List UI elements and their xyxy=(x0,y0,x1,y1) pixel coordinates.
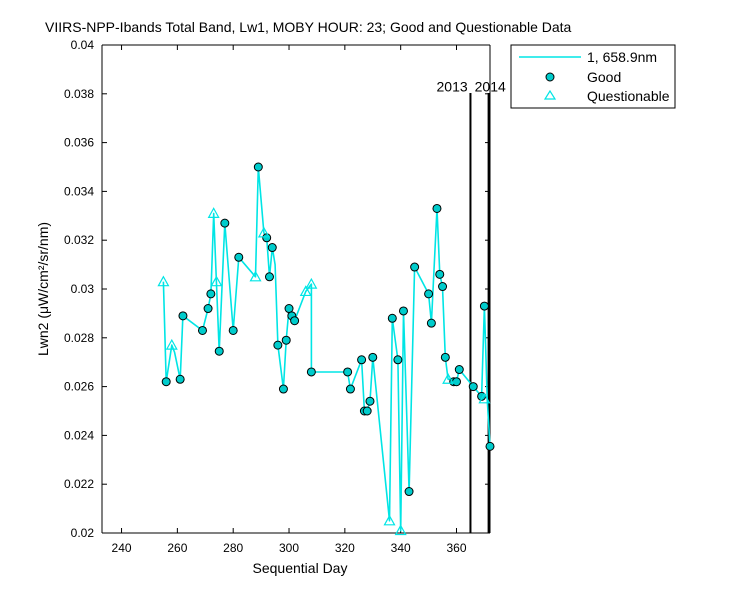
good-point xyxy=(197,325,207,335)
x-tick-label: 300 xyxy=(279,541,299,555)
good-point xyxy=(424,289,434,299)
legend-label-line: 1, 658.9nm xyxy=(587,49,657,65)
good-point xyxy=(426,318,436,328)
plot-area xyxy=(101,44,491,534)
good-point xyxy=(432,203,442,213)
y-tick-label: 0.02 xyxy=(71,526,95,540)
good-point xyxy=(393,355,403,365)
y-tick-label: 0.038 xyxy=(64,87,94,101)
good-point xyxy=(206,289,216,299)
good-point xyxy=(404,487,414,497)
good-point xyxy=(485,441,495,451)
good-point xyxy=(278,384,288,394)
questionable-point xyxy=(249,270,262,282)
good-point xyxy=(368,352,378,362)
year-label: 2013 xyxy=(437,78,468,94)
y-tick-label: 0.024 xyxy=(64,428,94,442)
x-tick-label: 340 xyxy=(391,541,411,555)
questionable-point xyxy=(210,275,223,287)
good-point xyxy=(440,352,450,362)
questionable-point xyxy=(442,373,455,384)
y-tick-label: 0.028 xyxy=(64,331,94,345)
good-point xyxy=(284,304,294,314)
legend-label-good: Good xyxy=(587,69,621,85)
questionable-point xyxy=(165,338,178,350)
ticks-group: 240 260 280 300 320 340 360 0.02 0.022 0.024 0.026… xyxy=(64,38,490,555)
questionable-point xyxy=(257,226,270,238)
y-tick-label: 0.032 xyxy=(64,233,94,247)
legend: 1, 658.9nm Good Questionable xyxy=(510,44,676,109)
good-point xyxy=(362,406,372,416)
questionable-point xyxy=(394,524,407,536)
good-point xyxy=(479,301,489,311)
questionable-point xyxy=(299,285,312,297)
x-tick-label: 240 xyxy=(112,541,132,555)
good-point xyxy=(161,377,171,387)
good-point xyxy=(357,355,367,365)
good-point xyxy=(410,262,420,272)
y-tick-label: 0.04 xyxy=(71,38,95,52)
series-line xyxy=(162,166,491,532)
legend-label-questionable: Questionable xyxy=(587,88,670,104)
x-tick-label: 320 xyxy=(335,541,355,555)
good-point xyxy=(220,218,230,228)
good-point xyxy=(452,377,462,387)
good-point xyxy=(214,346,224,356)
good-point xyxy=(343,367,353,377)
good-point xyxy=(273,340,283,350)
year-label: 2014 xyxy=(475,78,506,94)
y-tick-label: 0.026 xyxy=(64,380,94,394)
good-point xyxy=(203,304,213,314)
legend-triangle-swatch xyxy=(543,89,557,100)
legend-circle-swatch xyxy=(545,72,555,82)
questionable-point xyxy=(305,277,318,289)
good-point xyxy=(435,269,445,279)
markers-group xyxy=(157,162,495,536)
y-tick-label: 0.036 xyxy=(64,136,94,150)
good-point xyxy=(178,311,188,321)
y-tick-label: 0.034 xyxy=(64,184,94,198)
good-point xyxy=(398,306,408,316)
legend-box xyxy=(510,44,676,109)
good-point xyxy=(468,382,478,392)
x-tick-label: 280 xyxy=(223,541,243,555)
good-point xyxy=(264,272,274,282)
x-tick-label: 360 xyxy=(446,541,466,555)
good-point xyxy=(234,252,244,262)
good-point xyxy=(262,233,272,243)
good-point xyxy=(281,335,291,345)
questionable-point xyxy=(207,207,220,218)
annotations-group: 2013 2014 xyxy=(437,78,506,533)
good-point xyxy=(345,384,355,394)
good-point xyxy=(454,365,464,375)
x-axis-label: Sequential Day xyxy=(253,560,348,576)
good-point xyxy=(365,396,375,406)
good-point xyxy=(267,243,277,253)
series-line-group xyxy=(162,166,491,532)
questionable-point xyxy=(478,392,491,404)
good-point xyxy=(253,162,263,172)
chart-title: VIIRS-NPP-Ibands Total Band, Lw1, MOBY H… xyxy=(45,19,572,35)
questionable-point xyxy=(383,514,396,526)
questionable-point xyxy=(157,275,170,287)
y-tick-label: 0.022 xyxy=(64,477,94,491)
y-tick-label: 0.03 xyxy=(71,282,95,296)
good-point xyxy=(306,367,316,377)
good-point xyxy=(228,325,238,335)
good-point xyxy=(290,316,300,326)
y-axis-label: Lwn2 (μW/cm²/sr/nm) xyxy=(35,222,51,356)
good-point xyxy=(387,313,397,323)
x-tick-label: 260 xyxy=(167,541,187,555)
good-point xyxy=(438,282,448,292)
good-point xyxy=(175,374,185,384)
